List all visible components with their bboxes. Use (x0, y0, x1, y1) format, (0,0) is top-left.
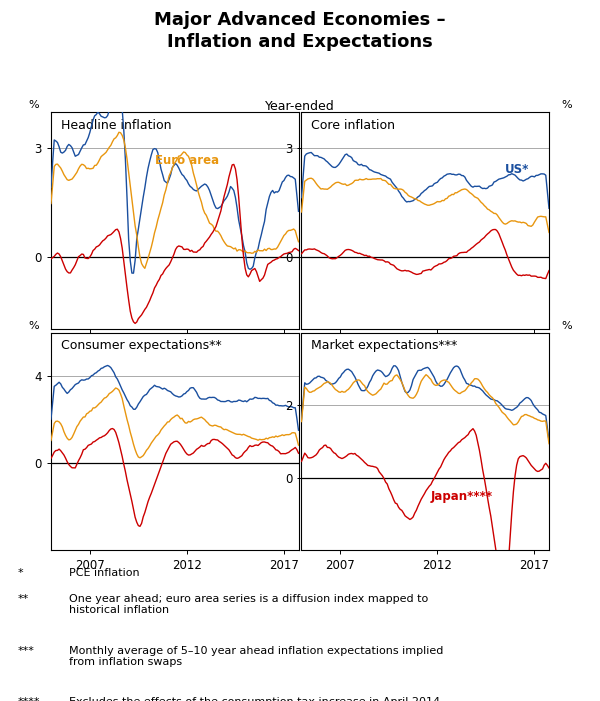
Text: Euro area: Euro area (155, 154, 219, 168)
Text: %: % (28, 321, 39, 331)
Text: Excludes the effects of the consumption tax increase in April 2014: Excludes the effects of the consumption … (69, 697, 440, 701)
Text: %: % (28, 100, 39, 110)
Text: ****: **** (18, 697, 41, 701)
Text: US*: US* (505, 163, 529, 176)
Text: Year-ended: Year-ended (265, 100, 335, 113)
Text: Monthly average of 5–10 year ahead inflation expectations implied
from inflation: Monthly average of 5–10 year ahead infla… (69, 646, 443, 667)
Text: PCE inflation: PCE inflation (69, 568, 140, 578)
Text: Core inflation: Core inflation (311, 118, 395, 132)
Text: Consumer expectations**: Consumer expectations** (61, 339, 221, 353)
Text: **: ** (18, 594, 29, 604)
Text: %: % (561, 100, 572, 110)
Text: Market expectations***: Market expectations*** (311, 339, 458, 353)
Text: Major Advanced Economies –
Inflation and Expectations: Major Advanced Economies – Inflation and… (154, 11, 446, 50)
Text: ***: *** (18, 646, 35, 655)
Text: %: % (561, 321, 572, 331)
Text: Japan****: Japan**** (430, 490, 493, 503)
Text: One year ahead; euro area series is a diffusion index mapped to
historical infla: One year ahead; euro area series is a di… (69, 594, 428, 615)
Text: *: * (18, 568, 23, 578)
Text: Headline inflation: Headline inflation (61, 118, 172, 132)
